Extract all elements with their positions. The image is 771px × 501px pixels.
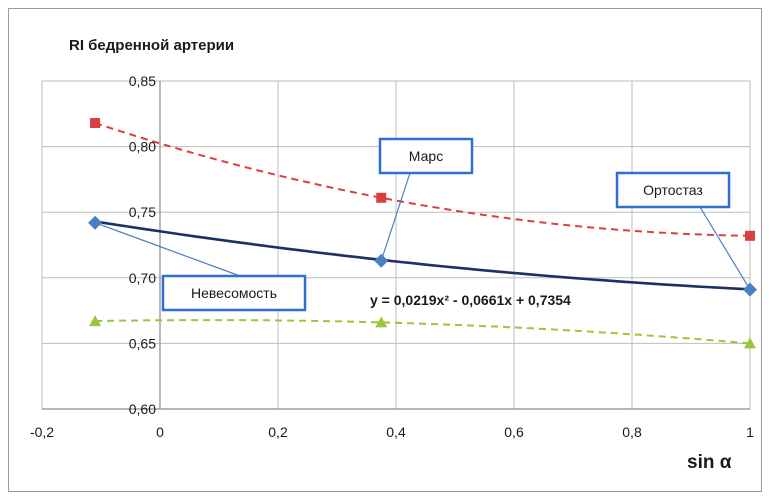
series-1-point — [745, 230, 755, 241]
series-1-point — [376, 192, 387, 203]
trendline-group — [94, 220, 751, 291]
callout-label: Марс — [409, 148, 443, 164]
chart-title: RI бедренной артерии — [69, 37, 234, 54]
trendline — [94, 220, 751, 291]
grid — [41, 80, 751, 410]
callout-label: Ортостаз — [643, 182, 703, 198]
y-tick-label: 0,70 — [129, 270, 156, 286]
callout-box — [615, 171, 731, 209]
y-tick-label: 0,60 — [129, 401, 156, 417]
x-tick-label: 0,8 — [622, 424, 642, 440]
x-tick-label: 1 — [746, 424, 754, 440]
x-tick-label: 0,2 — [268, 424, 288, 440]
x-tick-label: 0,6 — [504, 424, 524, 440]
x-axis-label: sin α — [687, 452, 732, 473]
y-tick-labels: 0,60 0,65 0,70 0,75 0,80 0,85 — [129, 73, 156, 417]
callout-leader — [380, 172, 411, 261]
series-group — [88, 117, 757, 349]
series-3-point — [744, 337, 756, 349]
series-line-3 — [95, 319, 751, 345]
x-tick-label: 0 — [156, 424, 164, 440]
callout-leader — [94, 222, 241, 277]
series-line-1 — [94, 122, 751, 237]
y-tick-label: 0,65 — [129, 335, 156, 351]
series-3-point — [375, 316, 388, 328]
y-tick-label: 0,75 — [129, 204, 156, 220]
callout-box — [378, 137, 474, 175]
x-tick-label: 0,4 — [386, 424, 406, 440]
series-1-point — [90, 117, 101, 128]
y-tick-label: 0,80 — [129, 139, 156, 155]
callout-leader — [699, 206, 751, 290]
trendline-equation: y = 0,0219x² - 0,0661x + 0,7354 — [370, 292, 571, 308]
callout-box — [161, 274, 307, 312]
callout-label: Невесомость — [191, 285, 277, 301]
x-tick-labels: -0,2 0 0,2 0,4 0,6 0,8 1 — [30, 424, 754, 440]
x-tick-label: -0,2 — [30, 424, 54, 440]
series-3-point — [89, 315, 102, 327]
y-tick-label: 0,85 — [129, 73, 156, 89]
callouts: Невесомость Марс Ортостаз — [94, 137, 751, 312]
